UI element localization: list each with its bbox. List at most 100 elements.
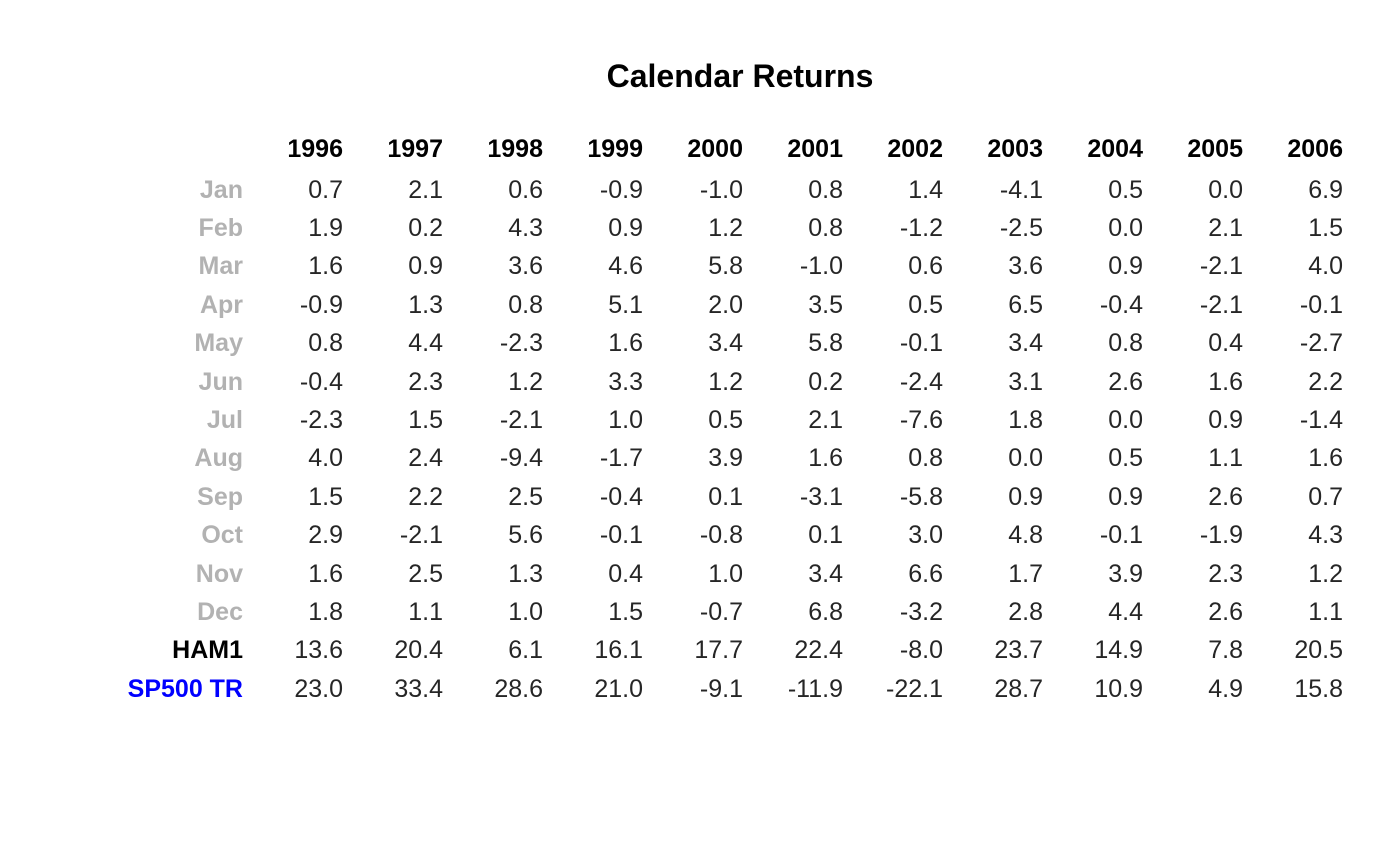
return-cell-nov-2002: 6.6 [908,559,943,588]
return-cell-may-2000: 3.4 [708,329,743,358]
return-cell-feb-1999: 0.9 [608,214,643,243]
year-header-1997: 1997 [387,135,443,163]
return-cell-may-2003: 3.4 [1008,329,1043,358]
return-cell-mar-2004: 0.9 [1108,252,1143,281]
table-row-may: May 0.8 4.4 -2.3 1.6 3.4 5.8 -0.1 3.4 0.8 0.4 -2.7 [110,325,1343,363]
return-cell-aug-2004: 0.5 [1108,444,1143,473]
return-cell-apr-1998: 0.8 [508,290,543,319]
return-cell-nov-2006: 1.2 [1308,559,1343,588]
return-cell-mar-2001: -1.0 [799,252,843,281]
return-cell-apr-1996: -0.9 [299,290,343,319]
return-cell-dec-1998: 1.0 [508,597,543,626]
table-row-apr: Apr -0.9 1.3 0.8 5.1 2.0 3.5 0.5 6.5 -0.4 -2.1 -0.1 [110,286,1343,324]
year-header-2004: 2004 [1087,135,1143,163]
year-header-1998: 1998 [487,135,543,163]
return-cell-jan-2001: 0.8 [808,175,843,204]
return-cell-dec-1996: 1.8 [308,597,343,626]
return-cell-mar-2000: 5.8 [708,252,743,281]
return-cell-apr-2003: 6.5 [1008,290,1043,319]
return-cell-feb-2006: 1.5 [1308,214,1343,243]
return-cell-jun-2005: 1.6 [1208,367,1243,396]
table-row-dec: Dec 1.8 1.1 1.0 1.5 -0.7 6.8 -3.2 2.8 4.4 2.6 1.1 [110,593,1343,631]
return-cell-aug-2000: 3.9 [708,444,743,473]
return-cell-nov-2003: 1.7 [1008,559,1043,588]
return-cell-dec-2002: -3.2 [899,597,943,626]
return-cell-jun-1997: 2.3 [408,367,443,396]
return-cell-mar-1999: 4.6 [608,252,643,281]
return-cell-dec-1997: 1.1 [408,597,443,626]
row-label-feb: Feb [198,214,243,243]
year-header-2002: 2002 [887,135,943,163]
return-cell-ham1-1996: 13.6 [294,636,343,665]
return-cell-mar-2002: 0.6 [908,252,943,281]
return-cell-jul-1996: -2.3 [299,406,343,435]
return-cell-sep-2001: -3.1 [799,482,843,511]
return-cell-aug-1999: -1.7 [599,444,643,473]
return-cell-nov-2004: 3.9 [1108,559,1143,588]
table-row-jul: Jul -2.3 1.5 -2.1 1.0 0.5 2.1 -7.6 1.8 0.0 0.9 -1.4 [110,401,1343,439]
return-cell-feb-2002: -1.2 [899,214,943,243]
year-header-2000: 2000 [687,135,743,163]
return-cell-sp500-tr-2002: -22.1 [886,674,943,703]
return-cell-jul-2000: 0.5 [708,406,743,435]
return-cell-apr-2001: 3.5 [808,290,843,319]
return-cell-jul-1999: 1.0 [608,406,643,435]
return-cell-oct-2005: -1.9 [1199,521,1243,550]
year-header-1996: 1996 [287,135,343,163]
table-row-mar: Mar 1.6 0.9 3.6 4.6 5.8 -1.0 0.6 3.6 0.9 -2.1 4.0 [110,248,1343,286]
return-cell-feb-1998: 4.3 [508,214,543,243]
table-row-feb: Feb 1.9 0.2 4.3 0.9 1.2 0.8 -1.2 -2.5 0.0 2.1 1.5 [110,209,1343,247]
return-cell-mar-1997: 0.9 [408,252,443,281]
return-cell-may-2001: 5.8 [808,329,843,358]
return-cell-sep-2002: -5.8 [899,482,943,511]
return-cell-feb-2003: -2.5 [999,214,1043,243]
return-cell-ham1-1999: 16.1 [594,636,643,665]
return-cell-jun-2004: 2.6 [1108,367,1143,396]
return-cell-mar-2006: 4.0 [1308,252,1343,281]
return-cell-aug-2003: 0.0 [1008,444,1043,473]
return-cell-aug-2002: 0.8 [908,444,943,473]
return-cell-sep-1997: 2.2 [408,482,443,511]
return-cell-jun-2001: 0.2 [808,367,843,396]
row-label-dec: Dec [197,597,243,626]
table-row-jan: Jan 0.7 2.1 0.6 -0.9 -1.0 0.8 1.4 -4.1 0.5 0.0 6.9 [110,171,1343,209]
return-cell-oct-1996: 2.9 [308,521,343,550]
year-header-1999: 1999 [587,135,643,163]
return-cell-sp500-tr-1996: 23.0 [294,674,343,703]
return-cell-aug-2005: 1.1 [1208,444,1243,473]
return-cell-aug-2001: 1.6 [808,444,843,473]
year-header-2001: 2001 [787,135,843,163]
return-cell-jul-1997: 1.5 [408,406,443,435]
row-label-sp500-tr: SP500 TR [127,674,243,703]
return-cell-jul-2005: 0.9 [1208,406,1243,435]
return-cell-dec-2000: -0.7 [699,597,743,626]
return-cell-feb-1996: 1.9 [308,214,343,243]
return-cell-ham1-1997: 20.4 [394,636,443,665]
return-cell-aug-1998: -9.4 [499,444,543,473]
table-row-nov: Nov 1.6 2.5 1.3 0.4 1.0 3.4 6.6 1.7 3.9 2.3 1.2 [110,555,1343,593]
return-cell-feb-2004: 0.0 [1108,214,1143,243]
return-cell-jun-1996: -0.4 [299,367,343,396]
return-cell-jul-1998: -2.1 [499,406,543,435]
return-cell-feb-1997: 0.2 [408,214,443,243]
return-cell-nov-2001: 3.4 [808,559,843,588]
return-cell-sep-2000: 0.1 [708,482,743,511]
return-cell-dec-2005: 2.6 [1208,597,1243,626]
return-cell-jun-2003: 3.1 [1008,367,1043,396]
return-cell-may-2005: 0.4 [1208,329,1243,358]
row-label-nov: Nov [195,559,243,588]
return-cell-sp500-tr-2003: 28.7 [994,674,1043,703]
return-cell-jan-2006: 6.9 [1308,175,1343,204]
return-cell-dec-2004: 4.4 [1108,597,1143,626]
return-cell-feb-2000: 1.2 [708,214,743,243]
row-label-jan: Jan [199,175,243,204]
return-cell-aug-1996: 4.0 [308,444,343,473]
return-cell-apr-1997: 1.3 [408,290,443,319]
return-cell-oct-1997: -2.1 [399,521,443,550]
row-label-may: May [194,329,243,358]
row-label-sep: Sep [197,482,243,511]
return-cell-oct-2004: -0.1 [1099,521,1143,550]
return-cell-ham1-1998: 6.1 [508,636,543,665]
return-cell-jul-2004: 0.0 [1108,406,1143,435]
year-header-2003: 2003 [987,135,1043,163]
